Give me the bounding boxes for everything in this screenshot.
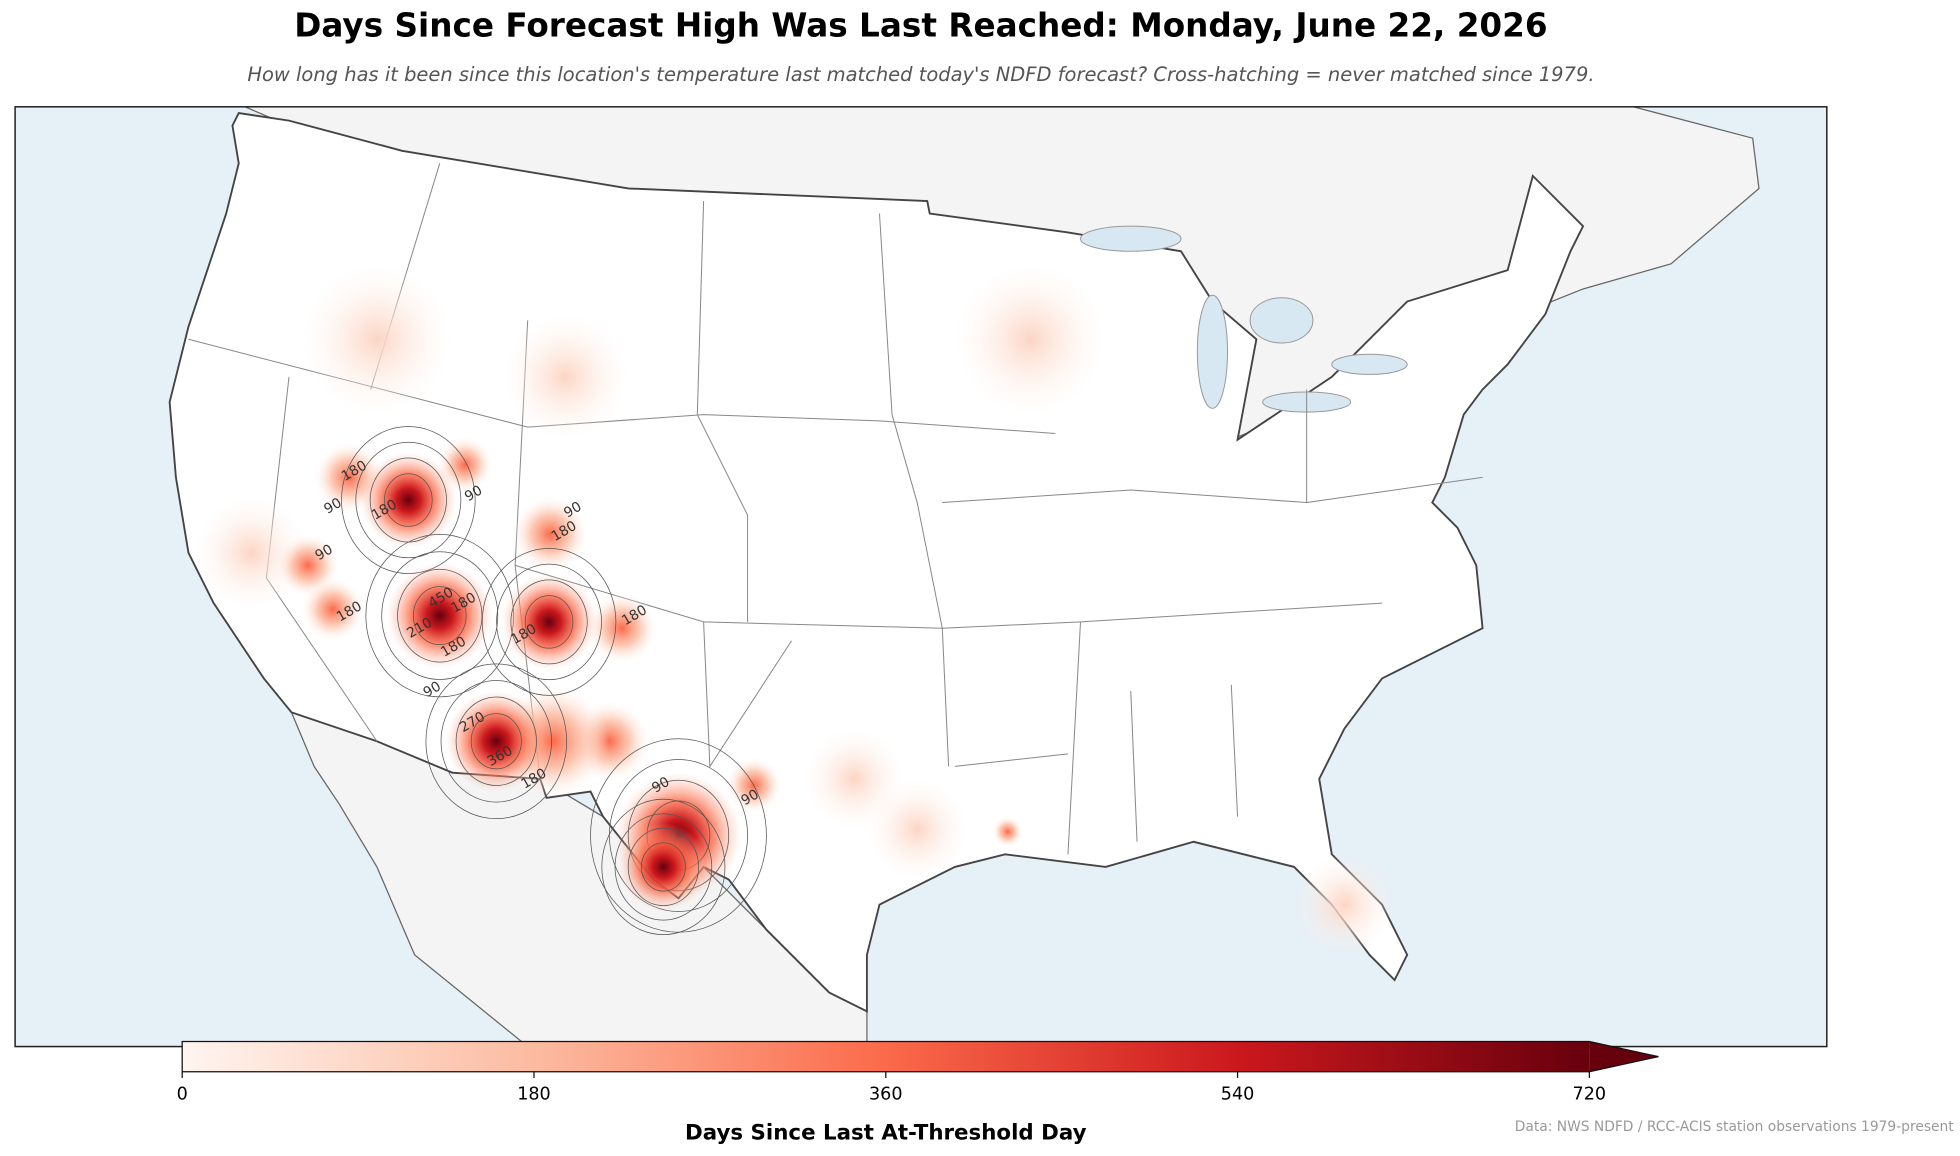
subtitle: How long has it been since this location… xyxy=(247,63,1594,86)
contour xyxy=(614,813,713,921)
hotspot xyxy=(386,562,493,669)
contour-label: 90 xyxy=(313,541,336,564)
contour xyxy=(524,595,574,649)
contour-label: 90 xyxy=(321,495,344,518)
hotspot xyxy=(360,452,457,548)
contour-label: 90 xyxy=(462,482,485,505)
colorbar-tick-label: 0 xyxy=(177,1084,188,1104)
heat-blob xyxy=(301,577,365,641)
contour-label: 90 xyxy=(421,678,444,701)
contour-label: 90 xyxy=(738,786,761,809)
contour xyxy=(627,827,699,906)
contour xyxy=(601,798,726,936)
colorbar-extension xyxy=(1589,1041,1659,1072)
contour xyxy=(510,579,588,665)
heat-blob xyxy=(804,728,905,830)
hotspot xyxy=(501,574,597,670)
heat-blob xyxy=(512,496,589,572)
contour xyxy=(590,738,767,933)
heat-blob xyxy=(586,593,658,664)
contour xyxy=(381,551,499,680)
colorbar-bar xyxy=(182,1041,1590,1072)
colorbar-tick-label: 180 xyxy=(517,1084,551,1104)
hotspot xyxy=(619,822,708,911)
heat-blob xyxy=(301,263,453,415)
heat-blob xyxy=(992,816,1023,847)
great-lakes xyxy=(1080,225,1408,413)
hotspot xyxy=(446,691,547,792)
colorbar-tick-label: 540 xyxy=(1221,1084,1255,1104)
contour xyxy=(470,713,522,770)
contour-label: 90 xyxy=(561,499,584,522)
contour xyxy=(425,663,568,820)
heat-blob xyxy=(954,263,1106,415)
colorbar-label: Days Since Last At-Threshold Day xyxy=(685,1120,1087,1145)
contour xyxy=(412,586,467,646)
contour-label: 90 xyxy=(649,774,672,797)
heat-blob xyxy=(1294,854,1395,955)
contour xyxy=(641,842,686,892)
colorbar-outline xyxy=(181,1040,1659,1073)
contour xyxy=(455,696,537,786)
colorbar-tick-label: 720 xyxy=(1573,1084,1607,1104)
heat-blob xyxy=(194,496,308,610)
heat-blob xyxy=(502,314,629,440)
source-note: Data: NWS NDFD / RCC-ACIS station observ… xyxy=(1515,1119,1955,1135)
heat-blob xyxy=(437,437,493,493)
colorbar-tick-label: 360 xyxy=(869,1084,903,1104)
title: Days Since Forecast High Was Last Reache… xyxy=(294,7,1547,45)
contour xyxy=(440,680,552,803)
colorbar: 0 180 360 540 720 Days Since Last At-Threshol… xyxy=(177,1040,1659,1145)
contour xyxy=(496,563,602,681)
contour xyxy=(355,441,462,559)
contour xyxy=(397,568,483,663)
contour xyxy=(608,759,748,912)
contour xyxy=(481,548,617,696)
contour xyxy=(384,473,433,527)
